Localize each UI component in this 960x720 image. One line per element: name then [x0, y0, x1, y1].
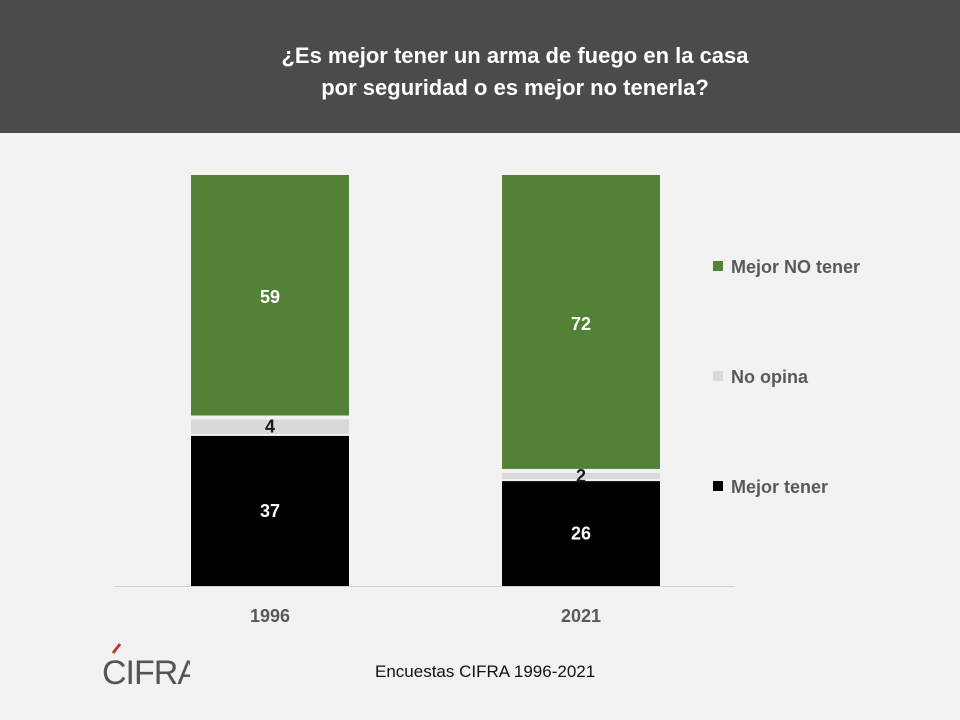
data-label-1996-no-opina: 4 — [265, 417, 275, 437]
x-axis-ticks: 1996 2021 — [250, 606, 601, 626]
data-label-2021-mejor-tener: 26 — [571, 524, 591, 544]
bar-2021-mejor-tener — [502, 481, 660, 586]
header-band — [0, 0, 960, 133]
legend-label-mejor-tener: Mejor tener — [731, 477, 828, 497]
data-label-2021-mejor-no-tener: 72 — [571, 314, 591, 334]
bar-2021-no-opina — [502, 472, 660, 480]
data-label-1996-mejor-tener: 37 — [260, 501, 280, 521]
chart-title-line-2: por seguridad o es mejor no tenerla? — [321, 75, 709, 100]
legend-swatch-no-opina — [713, 371, 723, 381]
bar-group: 37 4 59 26 2 72 — [191, 175, 660, 586]
x-tick-label-1996: 1996 — [250, 606, 290, 626]
cifra-logo: CIFRA — [102, 643, 190, 690]
legend-label-mejor-no-tener: Mejor NO tener — [731, 257, 860, 277]
source-note: Encuestas CIFRA 1996-2021 — [375, 662, 596, 681]
logo-text: CIFRA — [102, 654, 190, 690]
chart-title-line-1: ¿Es mejor tener un arma de fuego en la c… — [281, 43, 749, 68]
stacked-bar-chart: 37 4 59 26 2 72 1996 2021 Mejor NO tener No opi… — [115, 175, 860, 626]
legend: Mejor NO tener No opina Mejor tener — [713, 257, 860, 497]
data-label-2021-no-opina: 2 — [576, 466, 586, 486]
x-tick-label-2021: 2021 — [561, 606, 601, 626]
logo-accent-mark — [111, 643, 122, 654]
bar-2021-mejor-no-tener — [502, 175, 660, 469]
data-label-1996-mejor-no-tener: 59 — [260, 287, 280, 307]
legend-label-no-opina: No opina — [731, 367, 809, 387]
legend-swatch-mejor-tener — [713, 481, 723, 491]
bar-1996-mejor-tener — [191, 435, 349, 586]
legend-swatch-mejor-no-tener — [713, 261, 723, 271]
bar-1996-no-opina — [191, 419, 349, 434]
chart-title: ¿Es mejor tener un arma de fuego en la c… — [170, 40, 860, 104]
bar-1996-mejor-no-tener — [191, 175, 349, 416]
